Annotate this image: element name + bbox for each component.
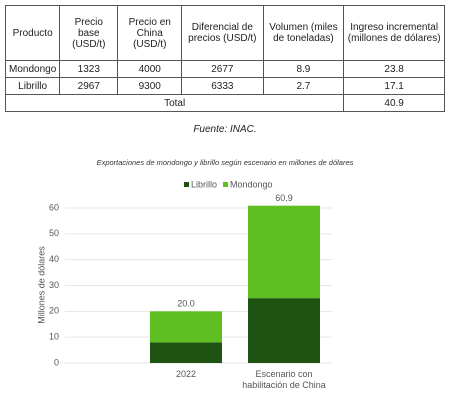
column-header: Producto <box>4 5 61 61</box>
legend-swatch <box>223 182 229 187</box>
y-axis-label: Millones de dólares <box>36 246 46 324</box>
y-tick-label: 20 <box>49 306 59 316</box>
total-label: Total <box>4 94 345 112</box>
total-label: 60.9 <box>275 193 293 203</box>
chart-title: Exportaciones de mondongo y librillo seg… <box>97 158 354 167</box>
legend-swatch <box>184 182 189 187</box>
y-tick-label: 10 <box>49 332 59 342</box>
x-tick-label: Escenario con habilitación de China <box>242 369 326 390</box>
y-tick-label: 60 <box>49 202 59 212</box>
x-tick-label: 2022 <box>175 369 197 379</box>
data-table: Producto Precio base (USD/t) Precio en Chi… <box>4 5 445 112</box>
column-header: Diferencial de precios (USD/t) <box>181 5 264 61</box>
bar-segment <box>150 342 222 363</box>
total-value: 40.9 <box>343 94 445 112</box>
y-tick-label: 50 <box>49 228 59 238</box>
source: Fuente: INAC. <box>193 124 257 135</box>
column-header: Precio en China (USD/t) <box>117 5 183 61</box>
legend-label: Mondongo <box>230 179 273 189</box>
y-tick-label: 0 <box>54 357 59 367</box>
y-tick-label: 30 <box>49 280 59 290</box>
bar-segment <box>150 311 222 343</box>
total-label: 20.0 <box>177 299 195 309</box>
bar-segment <box>248 298 320 363</box>
legend-label: Librillo <box>191 179 217 189</box>
bar-segment <box>248 205 320 299</box>
column-header: Volumen (miles de toneladas) <box>262 5 345 61</box>
y-tick-label: 40 <box>49 254 59 264</box>
